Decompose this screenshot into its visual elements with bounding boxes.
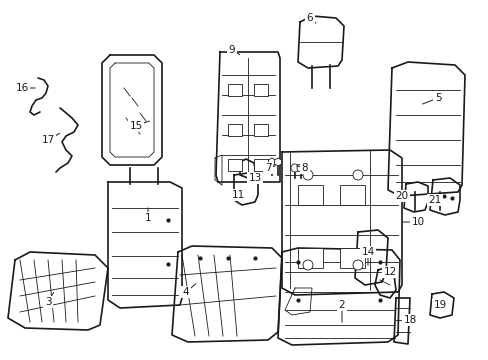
- Polygon shape: [354, 230, 387, 285]
- Bar: [297, 185, 323, 205]
- Polygon shape: [429, 292, 453, 318]
- Polygon shape: [234, 173, 258, 205]
- Text: 10: 10: [410, 217, 424, 227]
- Text: 12: 12: [383, 267, 396, 277]
- Text: 3: 3: [44, 297, 51, 307]
- Text: 16: 16: [15, 83, 29, 93]
- Bar: [253, 84, 267, 96]
- Circle shape: [303, 260, 312, 270]
- Polygon shape: [374, 268, 395, 298]
- Text: 13: 13: [248, 173, 261, 183]
- Polygon shape: [102, 55, 162, 165]
- Text: 14: 14: [361, 247, 374, 257]
- Polygon shape: [8, 252, 108, 330]
- Circle shape: [296, 164, 305, 172]
- Polygon shape: [108, 182, 182, 308]
- Bar: [227, 124, 242, 136]
- Text: 19: 19: [432, 300, 446, 310]
- Polygon shape: [403, 182, 427, 212]
- Text: 7: 7: [264, 163, 271, 173]
- Polygon shape: [429, 178, 459, 215]
- Bar: [339, 185, 364, 205]
- Bar: [253, 159, 267, 171]
- Polygon shape: [282, 150, 401, 295]
- Text: 21: 21: [427, 195, 441, 205]
- Polygon shape: [278, 248, 399, 345]
- Circle shape: [352, 260, 362, 270]
- Text: 15: 15: [129, 121, 142, 131]
- Polygon shape: [216, 52, 280, 182]
- Circle shape: [303, 170, 312, 180]
- Polygon shape: [393, 298, 409, 344]
- Text: 4: 4: [183, 287, 189, 297]
- Circle shape: [352, 170, 362, 180]
- Bar: [339, 248, 364, 268]
- Bar: [297, 248, 323, 268]
- Polygon shape: [285, 288, 311, 315]
- Text: 6: 6: [306, 13, 313, 23]
- Bar: [253, 124, 267, 136]
- Bar: [227, 159, 242, 171]
- Circle shape: [290, 164, 298, 172]
- Text: 11: 11: [231, 190, 244, 200]
- Polygon shape: [240, 159, 256, 178]
- Text: 1: 1: [144, 213, 151, 223]
- Polygon shape: [297, 16, 343, 68]
- Text: 9: 9: [228, 45, 235, 55]
- Polygon shape: [172, 246, 282, 342]
- Text: 18: 18: [403, 315, 416, 325]
- Text: 2: 2: [338, 300, 345, 310]
- Text: 17: 17: [41, 135, 55, 145]
- Bar: [227, 84, 242, 96]
- Circle shape: [438, 303, 444, 309]
- Polygon shape: [387, 62, 464, 196]
- Text: 8: 8: [301, 163, 307, 173]
- Polygon shape: [110, 63, 154, 157]
- Text: 5: 5: [434, 93, 440, 103]
- Text: 20: 20: [395, 191, 408, 201]
